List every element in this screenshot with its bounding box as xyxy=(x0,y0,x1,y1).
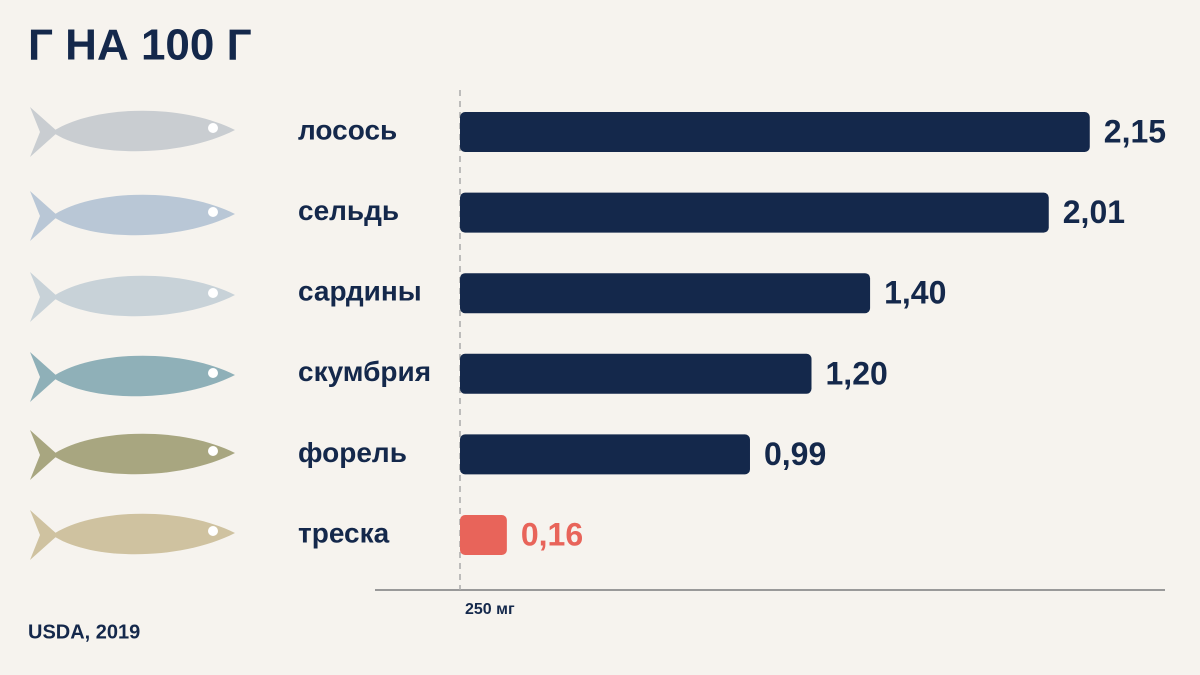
bar xyxy=(460,273,871,314)
source: USDA, 2019 xyxy=(28,621,140,643)
value-label: 2,15 xyxy=(1104,113,1166,149)
category-label: скумбрия xyxy=(298,356,431,387)
fish-illustrations xyxy=(30,102,235,560)
value-label: 2,01 xyxy=(1063,194,1125,230)
x-tick-label: 250 мг xyxy=(465,601,515,618)
bar xyxy=(460,192,1049,233)
value-label: 0,16 xyxy=(521,516,583,552)
category-label: форель xyxy=(298,437,407,468)
category-label: сардины xyxy=(298,276,422,307)
bar xyxy=(460,515,507,555)
chart-title: Г НА 100 Г xyxy=(28,21,252,70)
value-label: 1,20 xyxy=(826,355,888,391)
category-label: лосось xyxy=(298,114,397,145)
bar xyxy=(460,353,812,394)
value-label: 0,99 xyxy=(764,436,826,472)
value-label: 1,40 xyxy=(884,275,946,311)
bar xyxy=(460,112,1090,152)
bar xyxy=(460,434,750,475)
category-label: треска xyxy=(298,517,390,548)
category-label: сельдь xyxy=(298,195,399,226)
